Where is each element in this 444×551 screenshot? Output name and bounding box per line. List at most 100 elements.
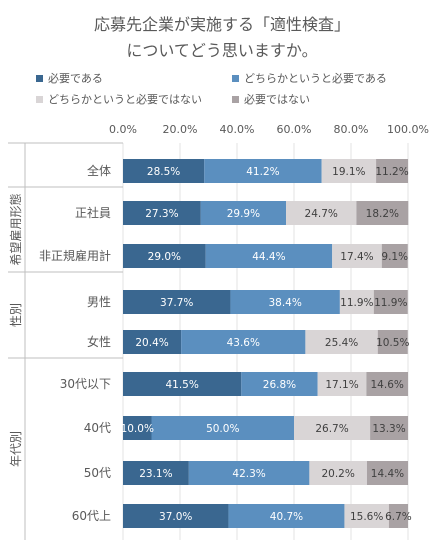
data-labels: 28.5% 41.2% 19.1% 11.2% 27.3% 29.9% 24.7% 18.2%… <box>121 166 412 523</box>
bar-segment-r5-s0 <box>123 372 242 396</box>
bar-segment-r1-s0 <box>123 201 201 225</box>
data-label-r1-s0: 27.3% <box>145 208 178 220</box>
bar-segment-r8-s1 <box>228 504 345 528</box>
bar-segment-r4-s2 <box>305 330 378 354</box>
data-label-r2-s1: 44.4% <box>252 251 285 263</box>
category-label-8: 60代上 <box>72 509 111 523</box>
bar-segment-r2-s2 <box>332 244 382 268</box>
bar-segment-r1-s3 <box>356 201 409 225</box>
data-label-r4-s3: 10.5% <box>376 337 409 349</box>
bar-segment-r6-s1 <box>151 416 294 440</box>
data-label-r4-s2: 25.4% <box>325 337 358 349</box>
bar-segment-r3-s2 <box>339 290 374 314</box>
data-label-r0-s1: 41.2% <box>246 166 279 178</box>
x-axis-tick-labels: 0.0% 20.0% 40.0% 60.0% 80.0% 100.0% <box>109 123 429 136</box>
category-label-6: 40代 <box>84 421 111 435</box>
bar-segment-r5-s3 <box>366 372 408 396</box>
data-label-r6-s2: 26.7% <box>315 423 348 435</box>
bar-segment-r6-s3 <box>370 416 408 440</box>
bar-segment-r4-s0 <box>123 330 182 354</box>
category-label-5: 30代以下 <box>60 377 111 391</box>
legend-swatch-3 <box>36 96 43 103</box>
data-label-r1-s3: 18.2% <box>366 208 399 220</box>
bar-segment-r3-s1 <box>230 290 340 314</box>
bar-segment-r8-s0 <box>123 504 229 528</box>
data-label-r6-s1: 50.0% <box>206 423 239 435</box>
data-label-r7-s2: 20.2% <box>321 468 354 480</box>
x-tick-label-3: 60.0% <box>277 123 312 136</box>
category-label-0: 全体 <box>87 163 111 178</box>
x-tick-label-0: 0.0% <box>109 123 137 136</box>
bar-segment-r6-s2 <box>294 416 371 440</box>
data-label-r7-s0: 23.1% <box>139 468 172 480</box>
bar-segment-r5-s2 <box>317 372 367 396</box>
bar-segment-r2-s3 <box>381 244 408 268</box>
chart-title: 応募先企業が実施する「適性検査」 についてどう思いますか。 <box>94 15 350 60</box>
group-label-1: 希望雇用形態 <box>8 193 23 265</box>
legend-label-4: 必要ではない <box>244 93 310 106</box>
bar-segment-r0-s1 <box>204 159 322 183</box>
category-label-7: 50代 <box>84 466 111 480</box>
x-tick-label-4: 80.0% <box>334 123 369 136</box>
legend-swatch-2 <box>232 75 239 82</box>
data-label-r3-s0: 37.7% <box>160 297 193 309</box>
chart-title-line-2: についてどう思いますか。 <box>126 41 317 60</box>
bar-segment-r1-s2 <box>286 201 357 225</box>
x-tick-label-2: 40.0% <box>220 123 255 136</box>
bar-segment-r0-s3 <box>376 159 408 183</box>
data-label-r8-s3: 6.7% <box>385 511 412 523</box>
category-label-2: 非正規雇用計 <box>39 248 111 263</box>
data-label-r8-s0: 37.0% <box>159 511 192 523</box>
bar-segment-r3-s3 <box>373 290 408 314</box>
legend-swatch-4 <box>232 96 239 103</box>
bar-segment-r3-s0 <box>123 290 231 314</box>
category-label-4: 女性 <box>87 334 111 349</box>
group-label-2: 性別 <box>9 303 23 327</box>
legend-label-3: どちらかというと必要ではない <box>48 93 202 106</box>
data-label-r3-s2: 11.9% <box>340 297 373 309</box>
data-label-r4-s1: 43.6% <box>227 337 260 349</box>
bar-segment-r8-s3 <box>388 504 408 528</box>
bar-segment-r7-s0 <box>123 461 189 485</box>
data-label-r2-s3: 9.1% <box>381 251 408 263</box>
bar-segment-r0-s0 <box>123 159 205 183</box>
bar-segment-r2-s0 <box>123 244 206 268</box>
data-label-r0-s2: 19.1% <box>332 166 365 178</box>
bar-segment-r7-s3 <box>366 461 408 485</box>
data-label-r5-s3: 14.6% <box>371 379 404 391</box>
data-label-r3-s1: 38.4% <box>268 297 301 309</box>
legend-label-2: どちらかというと必要である <box>244 72 387 85</box>
bar-segment-r5-s1 <box>241 372 318 396</box>
data-label-r1-s2: 24.7% <box>305 208 338 220</box>
legend-swatch-1 <box>36 75 43 82</box>
category-label-3: 男性 <box>87 295 111 309</box>
legend-label-1: 必要である <box>48 72 103 85</box>
data-label-r0-s3: 11.2% <box>375 166 408 178</box>
data-label-r5-s0: 41.5% <box>165 379 198 391</box>
group-label-3: 年代別 <box>9 431 23 467</box>
bar-segment-r7-s1 <box>188 461 310 485</box>
bar-segment-r1-s1 <box>200 201 287 225</box>
bar-segment-r4-s1 <box>181 330 306 354</box>
bar-segment-r7-s2 <box>309 461 367 485</box>
bar-segment-r0-s2 <box>321 159 377 183</box>
x-tick-label-5: 100.0% <box>387 123 429 136</box>
data-label-r0-s0: 28.5% <box>147 166 180 178</box>
data-label-r7-s3: 14.4% <box>371 468 404 480</box>
bar-segment-r2-s1 <box>205 244 333 268</box>
data-label-r3-s3: 11.9% <box>374 297 407 309</box>
x-tick-label-1: 20.0% <box>163 123 198 136</box>
data-label-r8-s2: 15.6% <box>350 511 383 523</box>
data-label-r2-s0: 29.0% <box>148 251 181 263</box>
data-label-r4-s0: 20.4% <box>135 337 168 349</box>
data-label-r8-s1: 40.7% <box>270 511 303 523</box>
data-label-r2-s2: 17.4% <box>340 251 373 263</box>
bar-segment-r4-s3 <box>377 330 408 354</box>
data-label-r6-s3: 13.3% <box>372 423 405 435</box>
bar-segment-r6-s0 <box>123 416 152 440</box>
data-label-r5-s1: 26.8% <box>263 379 296 391</box>
data-label-r5-s2: 17.1% <box>325 379 358 391</box>
